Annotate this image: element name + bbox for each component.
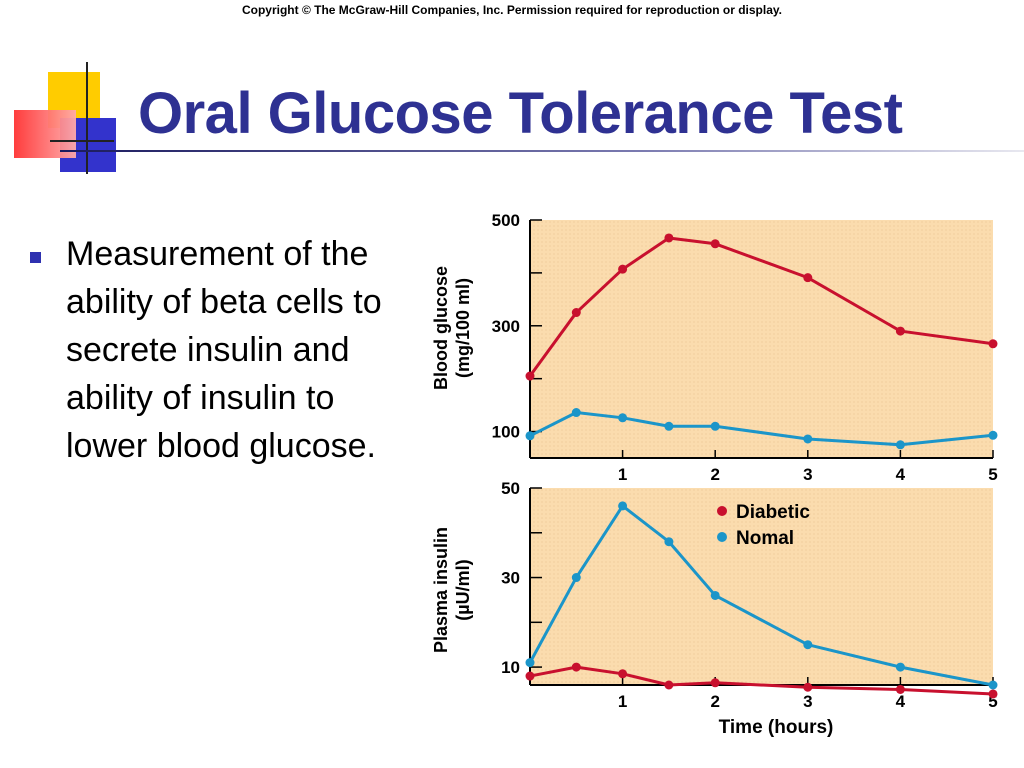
legend-label-nomal: Nomal — [736, 528, 794, 549]
data-point-nomal — [988, 430, 998, 440]
y-tick-label: 10 — [501, 658, 520, 677]
x-tick-label: 3 — [803, 692, 812, 711]
data-point-nomal — [618, 413, 628, 423]
data-point-diabetic — [571, 308, 581, 318]
x-tick-label: 3 — [803, 465, 812, 484]
y-tick-label: 300 — [492, 317, 520, 336]
bullet-text: Measurement of the ability of beta cells… — [66, 235, 382, 465]
data-point-nomal — [895, 440, 905, 450]
bullet-marker — [30, 252, 41, 263]
x-tick-label: 1 — [618, 692, 627, 711]
series-line-nomal — [528, 504, 994, 687]
x-tick-label: 1 — [618, 465, 627, 484]
data-point-diabetic — [571, 662, 581, 672]
series-line-diabetic — [528, 236, 994, 377]
y-tick-label: 30 — [501, 569, 520, 588]
legend-label-diabetic: Diabetic — [736, 502, 810, 523]
plot-area-1 — [530, 220, 993, 458]
data-point-nomal — [664, 421, 674, 431]
legend-marker-nomal — [717, 532, 727, 542]
title-underline — [60, 150, 1024, 152]
data-point-diabetic — [803, 682, 813, 692]
copyright-notice: Copyright © The McGraw-Hill Companies, I… — [241, 3, 783, 17]
data-point-diabetic — [525, 671, 535, 681]
x-tick-label: 5 — [988, 692, 997, 711]
legend-marker-diabetic — [717, 506, 727, 516]
x-tick-label: 4 — [896, 692, 906, 711]
data-point-nomal — [571, 408, 581, 418]
x-tick-label: 2 — [710, 692, 719, 711]
y-tick-label: 100 — [492, 423, 520, 442]
x-tick-label: 2 — [710, 465, 719, 484]
x-tick-label: 4 — [896, 465, 906, 484]
data-point-nomal — [525, 431, 535, 441]
data-point-diabetic — [710, 678, 720, 688]
data-point-diabetic — [988, 339, 998, 349]
data-point-nomal — [618, 501, 628, 511]
plot-area-2 — [530, 488, 993, 685]
x-axis-label: Time (hours) — [719, 717, 834, 738]
data-point-diabetic — [895, 326, 905, 336]
data-point-diabetic — [664, 233, 674, 243]
y-tick-label: 500 — [492, 211, 520, 230]
y-axis-label: Blood glucose (mg/100 ml) — [431, 266, 473, 390]
data-point-diabetic — [525, 371, 535, 381]
data-point-nomal — [571, 573, 581, 583]
data-point-nomal — [803, 434, 813, 444]
data-point-nomal — [988, 680, 998, 690]
data-point-diabetic — [710, 239, 720, 249]
data-point-nomal — [803, 640, 813, 650]
y-tick-label: 50 — [501, 479, 520, 498]
data-point-nomal — [525, 658, 535, 668]
series-line-diabetic — [529, 665, 994, 696]
data-point-diabetic — [618, 669, 628, 679]
data-point-diabetic — [664, 680, 674, 690]
data-point-nomal — [664, 537, 674, 547]
data-point-nomal — [710, 421, 720, 431]
y-axis-label: Plasma insulin (µU/ml) — [431, 527, 473, 653]
data-point-diabetic — [803, 273, 813, 283]
data-point-nomal — [710, 590, 720, 600]
slide-title: Oral Glucose Tolerance Test — [138, 81, 903, 146]
series-line-nomal — [529, 411, 994, 447]
data-point-diabetic — [895, 684, 905, 694]
data-point-diabetic — [618, 264, 628, 274]
data-point-diabetic — [988, 689, 998, 699]
x-tick-label: 5 — [988, 465, 997, 484]
data-point-nomal — [895, 662, 905, 672]
